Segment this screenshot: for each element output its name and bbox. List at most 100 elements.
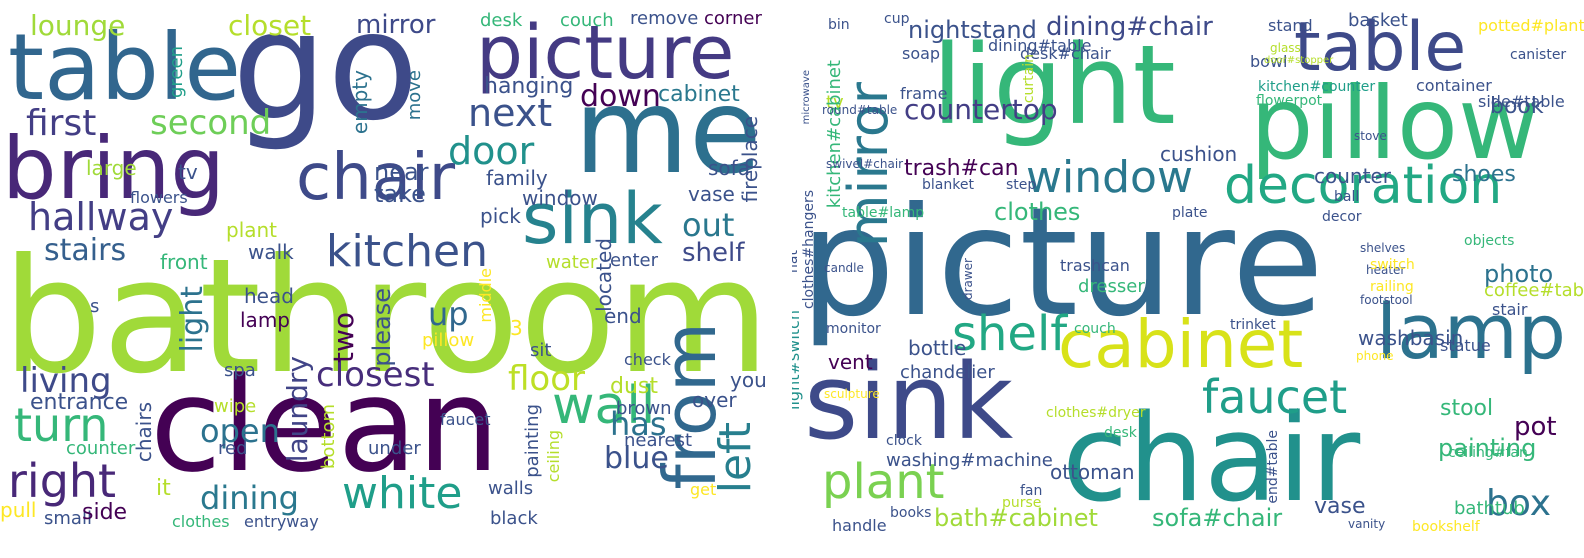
word: ball: [1334, 189, 1360, 205]
word: stool: [1440, 396, 1494, 421]
word: plate: [1172, 205, 1208, 221]
word: entrance: [30, 390, 129, 415]
word: get: [690, 480, 717, 499]
word: tv: [178, 160, 198, 184]
word: take: [374, 180, 426, 208]
word: chairs: [132, 402, 156, 463]
word: chair: [1062, 390, 1361, 529]
word: desk: [1104, 425, 1137, 441]
word: dining: [200, 479, 299, 517]
word: objects: [1464, 233, 1515, 249]
word: living: [20, 361, 112, 401]
word: stove: [1354, 129, 1387, 143]
word: cabinet: [1058, 306, 1304, 383]
word: hat: [792, 250, 801, 273]
word: table: [1294, 8, 1467, 87]
word: tv: [826, 92, 844, 113]
word: bottom: [318, 404, 339, 470]
word: ceiling: [544, 430, 563, 483]
word: bookshelf: [1412, 519, 1480, 535]
word: clothes: [994, 198, 1081, 226]
word: near: [374, 158, 429, 186]
word: desk#chair: [1020, 44, 1111, 63]
word: trash#can: [904, 156, 1019, 181]
word: window: [1026, 152, 1193, 203]
word: 3: [510, 316, 523, 340]
word: shelf: [952, 306, 1068, 362]
word: step: [1006, 177, 1037, 193]
word: swivel#chair: [826, 157, 904, 171]
word: head: [244, 284, 294, 308]
word: stand: [1268, 16, 1313, 35]
word: kitchen: [326, 226, 488, 277]
word: flowerpot: [1256, 93, 1323, 109]
word: pull: [0, 498, 37, 522]
word: vent: [828, 350, 873, 374]
word: flowers: [130, 188, 188, 207]
word: clock: [886, 433, 922, 449]
word: spa: [224, 360, 256, 381]
word: sit: [530, 340, 552, 361]
word: open: [200, 412, 280, 450]
word: trashcan: [1060, 256, 1130, 275]
word: handle: [832, 516, 887, 535]
word: dining#chair: [1046, 12, 1213, 42]
word: coffee#table: [1484, 280, 1584, 301]
word: floor: [508, 359, 585, 399]
word: photo: [1484, 260, 1554, 288]
word: wall: [552, 376, 656, 436]
word: large: [86, 156, 137, 180]
word: statue: [1440, 336, 1491, 355]
word: books: [890, 505, 932, 521]
word: clean: [150, 349, 500, 501]
word: hanging: [484, 74, 574, 99]
word: green: [166, 46, 187, 98]
word: shoes: [1452, 162, 1516, 187]
word: mirror: [356, 10, 436, 40]
word: walk: [248, 240, 294, 264]
word: bathroom: [2, 225, 770, 409]
word: monitor: [826, 321, 881, 337]
word: candle: [824, 261, 864, 275]
word: black: [490, 508, 538, 529]
word: washing#machine: [886, 450, 1053, 471]
word: light#switch: [792, 310, 803, 410]
word: end: [604, 304, 642, 328]
word: bowl: [1250, 52, 1288, 71]
word: sink: [522, 178, 663, 260]
word: please: [368, 288, 396, 367]
word: trinket: [1230, 317, 1276, 333]
word: frame: [900, 84, 948, 103]
word: book: [1490, 94, 1544, 119]
word: has: [610, 405, 667, 443]
word: vase: [1314, 494, 1366, 519]
word: decoration: [1224, 156, 1503, 216]
word: entryway: [244, 512, 319, 531]
word: go: [232, 0, 419, 154]
word: empty: [348, 70, 372, 135]
word: nightstand: [908, 16, 1037, 44]
word: footstool: [1360, 293, 1413, 307]
word: stair: [1492, 300, 1528, 319]
word: clothes#hangers: [801, 190, 817, 310]
word: potted#plant: [1478, 16, 1584, 35]
word: shelf: [682, 238, 745, 268]
word: clothes#dryer: [1046, 405, 1146, 421]
word: out: [682, 206, 735, 244]
word: it: [156, 476, 171, 501]
word: soap: [902, 44, 941, 63]
word: kitchen#cabinet: [824, 60, 845, 209]
word: desk: [480, 10, 523, 31]
word: walls: [488, 478, 534, 499]
word: plant: [226, 218, 278, 242]
word: bath#cabinet: [934, 504, 1098, 532]
word: faucet: [440, 410, 491, 429]
word: end#table: [1265, 430, 1281, 504]
word: phone: [1356, 349, 1394, 363]
word: chair: [296, 141, 456, 215]
word: lamp: [1376, 287, 1566, 376]
word: move: [404, 70, 425, 121]
word: heater: [1366, 263, 1406, 277]
word: table#lamp: [842, 205, 925, 221]
word: brown: [616, 398, 672, 419]
